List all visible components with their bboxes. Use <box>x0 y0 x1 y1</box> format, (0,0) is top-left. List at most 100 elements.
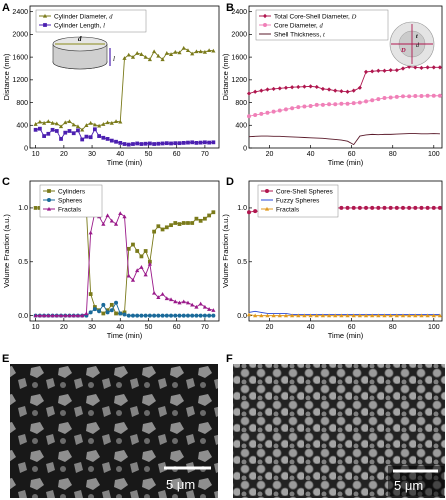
data-point <box>84 123 89 127</box>
data-point <box>388 313 393 318</box>
data-point <box>302 313 307 318</box>
data-point <box>76 128 80 133</box>
data-point <box>37 313 42 318</box>
data-point <box>169 223 173 228</box>
data-point <box>425 65 430 70</box>
legend-swatch-marker <box>47 189 51 193</box>
data-point <box>75 313 81 318</box>
legend-entry-name: Core Diameter, <box>274 22 320 29</box>
data-point <box>109 308 114 313</box>
data-point <box>143 272 148 277</box>
sem-micrograph-f: 5 μm <box>233 364 445 498</box>
x-tick-label: 60 <box>173 151 181 158</box>
data-point <box>190 51 195 56</box>
data-point <box>88 135 93 140</box>
data-point <box>130 313 135 318</box>
chart-panel-d: 20 40 60 80 100 0.0 0.5 1.0 Time (min) Volume Fra… <box>221 180 443 340</box>
data-point <box>37 119 42 124</box>
data-point <box>63 120 68 125</box>
data-point <box>259 313 264 318</box>
data-point <box>376 97 381 102</box>
data-point <box>339 89 344 94</box>
y-tick-label: 400 <box>235 123 247 130</box>
core-shell-schematic: D t d <box>389 21 435 67</box>
data-point <box>122 142 127 146</box>
y-tick-label: 800 <box>235 100 247 107</box>
series-line-1 <box>248 310 440 315</box>
data-point <box>71 313 76 318</box>
legend-box <box>35 9 147 33</box>
data-point <box>407 313 412 318</box>
data-point <box>431 65 436 70</box>
data-point <box>33 122 38 126</box>
data-point <box>326 313 332 318</box>
data-point <box>173 313 178 318</box>
data-point <box>351 88 356 93</box>
data-point <box>97 123 102 128</box>
data-point <box>351 205 356 210</box>
data-point <box>202 49 207 54</box>
panel-label-e: E <box>2 353 9 365</box>
data-point <box>198 301 203 306</box>
data-point <box>194 49 199 54</box>
y-tick-label: 2000 <box>12 32 28 39</box>
panel-label-b: B <box>226 2 234 14</box>
data-point <box>345 313 350 318</box>
data-point <box>194 216 199 221</box>
data-point <box>400 313 406 318</box>
data-point <box>33 206 38 210</box>
data-point <box>114 300 119 305</box>
legend-swatch-marker <box>43 23 47 27</box>
data-point <box>271 86 276 92</box>
data-point <box>363 313 369 318</box>
data-point <box>277 86 282 91</box>
data-point <box>156 313 161 318</box>
scale-bar-label-e: 5 μm <box>166 477 195 492</box>
data-point <box>207 140 212 145</box>
data-point <box>283 107 288 112</box>
chart-panel-a: 10 20 30 40 50 60 70 0 400 800 1200 1600 2000 2400 Tim… <box>2 5 220 167</box>
data-point <box>50 313 55 318</box>
data-point <box>118 119 123 124</box>
data-point <box>320 102 325 107</box>
data-point <box>407 205 412 210</box>
data-point <box>135 268 140 273</box>
data-point <box>33 313 38 318</box>
svg-text:t: t <box>416 34 418 40</box>
data-point <box>431 93 436 98</box>
data-point <box>143 55 148 59</box>
y-tick-label: 2400 <box>231 9 247 16</box>
data-point <box>46 313 51 318</box>
data-point <box>169 141 173 146</box>
data-point <box>101 122 106 126</box>
data-point <box>63 313 68 318</box>
data-point <box>88 120 93 125</box>
data-point <box>333 88 338 93</box>
data-point <box>202 304 207 309</box>
data-point <box>370 69 375 74</box>
legend-box <box>255 9 389 41</box>
data-point <box>139 254 144 259</box>
data-point <box>190 313 195 318</box>
data-point <box>169 313 174 318</box>
data-point <box>46 119 51 123</box>
data-point <box>370 98 375 103</box>
data-point <box>97 134 102 138</box>
data-point <box>425 313 430 318</box>
legend-entry-symbol: d <box>109 13 113 20</box>
scale-bar-label-f: 5 μm <box>394 478 423 493</box>
data-point <box>135 51 140 55</box>
data-point <box>80 313 85 318</box>
data-point <box>67 129 72 133</box>
data-point <box>105 137 110 141</box>
x-axis-title: Time (min) <box>107 158 143 167</box>
y-axis-title: Distance (nm) <box>221 53 230 100</box>
data-point <box>114 311 118 316</box>
data-point <box>130 55 136 59</box>
data-point <box>63 130 68 135</box>
data-point <box>160 291 165 296</box>
x-tick-label: 20 <box>60 324 68 331</box>
data-point <box>168 297 174 302</box>
data-point <box>80 137 85 142</box>
data-point <box>113 119 119 123</box>
